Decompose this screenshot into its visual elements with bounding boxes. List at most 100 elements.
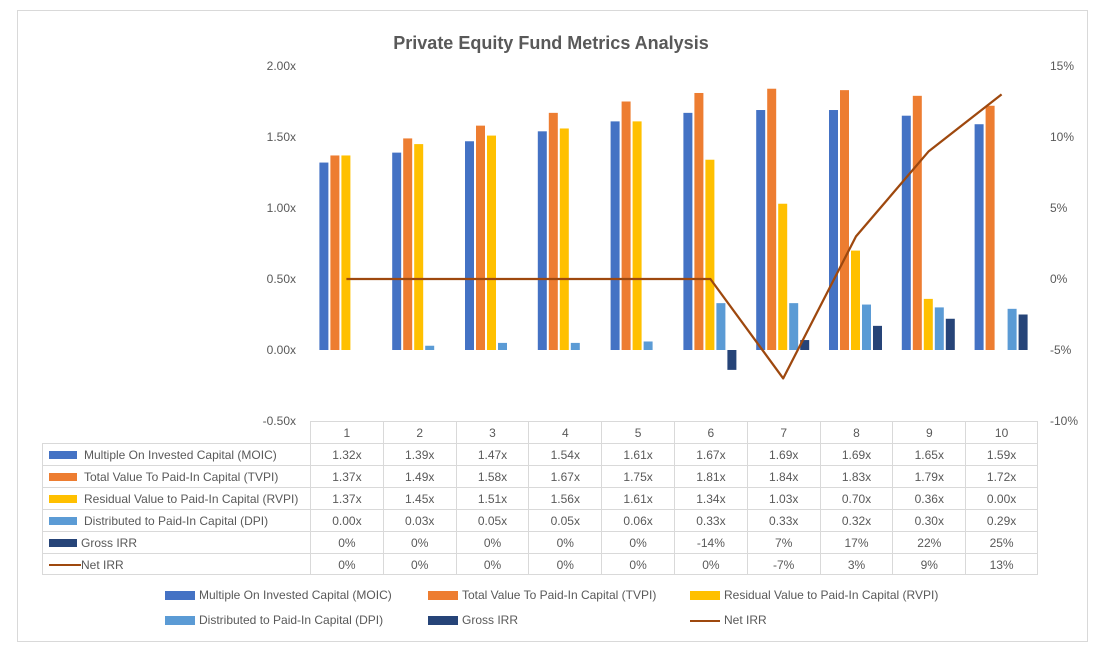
bar-total-value-to-paid-in-capital-tvpi--6 (694, 92, 704, 350)
bar-gross-irr-8 (873, 325, 882, 350)
table-cell: 1.59x (965, 443, 1038, 465)
bar-total-value-to-paid-in-capital-tvpi--4 (548, 112, 558, 350)
bar-multiple-on-invested-capital-moic--3 (465, 141, 474, 350)
table-header-cell: 9 (892, 421, 966, 443)
bar-total-value-to-paid-in-capital-tvpi--2 (403, 138, 413, 350)
left-axis-tick-label: 0.00x (267, 343, 296, 357)
table-cell: 1.79x (892, 465, 966, 487)
bar-multiple-on-invested-capital-moic--7 (756, 110, 766, 351)
table-cell: 0.33x (746, 509, 820, 531)
row-label-text: Gross IRR (81, 536, 138, 550)
bar-distributed-to-paid-in-capital-dpi--2 (425, 345, 435, 350)
bar-multiple-on-invested-capital-moic--4 (537, 131, 547, 350)
bar-total-value-to-paid-in-capital-tvpi--1 (330, 155, 340, 350)
table-cell: 1.54x (528, 443, 602, 465)
table-cell: 17% (819, 531, 893, 553)
bar-residual-value-to-paid-in-capital-rvpi--5 (632, 121, 642, 350)
bar-distributed-to-paid-in-capital-dpi--9 (934, 307, 944, 350)
table-cell: 7% (746, 531, 820, 553)
legend-swatch (690, 620, 720, 622)
bar-distributed-to-paid-in-capital-dpi--3 (498, 342, 507, 350)
table-cell: 1.37x (310, 465, 383, 487)
table-cell: 0.33x (674, 509, 747, 531)
table-cell: 1.67x (674, 443, 747, 465)
table-cell: 1.69x (819, 443, 893, 465)
table-cell: 1.72x (965, 465, 1038, 487)
row-label-text: Multiple On Invested Capital (MOIC) (84, 448, 277, 462)
bar-distributed-to-paid-in-capital-dpi--6 (716, 303, 726, 350)
bar-residual-value-to-paid-in-capital-rvpi--3 (487, 135, 496, 350)
bar-distributed-to-paid-in-capital-dpi--8 (862, 304, 871, 350)
bar-gross-irr-9 (945, 318, 955, 350)
table-cell: 1.45x (382, 487, 456, 509)
table-cell: 0% (601, 531, 674, 553)
row-label-text: Distributed to Paid-In Capital (DPI) (84, 514, 269, 528)
table-cell: 0% (601, 553, 674, 575)
table-cell: -14% (674, 531, 747, 553)
bar-multiple-on-invested-capital-moic--9 (901, 115, 911, 350)
legend-key-2 (49, 495, 77, 503)
right-axis-tick-label: -5% (1050, 343, 1072, 357)
table-row-label: Distributed to Paid-In Capital (DPI) (42, 509, 310, 531)
table-cell: 25% (965, 531, 1038, 553)
left-axis-tick-label: 0.50x (267, 272, 296, 286)
bar-total-value-to-paid-in-capital-tvpi--9 (912, 95, 922, 350)
bar-residual-value-to-paid-in-capital-rvpi--2 (414, 144, 424, 350)
net-irr-line (346, 93, 1003, 380)
table-header-cell: 4 (528, 421, 602, 443)
table-cell: 1.56x (528, 487, 602, 509)
bar-total-value-to-paid-in-capital-tvpi--8 (840, 90, 849, 350)
bar-residual-value-to-paid-in-capital-rvpi--1 (341, 155, 351, 350)
left-axis-tick-label: 1.50x (267, 130, 296, 144)
table-cell: 0.30x (892, 509, 966, 531)
bar-residual-value-to-paid-in-capital-rvpi--7 (778, 203, 788, 350)
bar-distributed-to-paid-in-capital-dpi--4 (570, 342, 580, 350)
bar-multiple-on-invested-capital-moic--1 (319, 162, 329, 350)
table-header-cell: 7 (746, 421, 820, 443)
table-cell: 1.49x (382, 465, 456, 487)
table-cell: 1.47x (455, 443, 529, 465)
table-header-cell: 10 (965, 421, 1038, 443)
bar-multiple-on-invested-capital-moic--10 (974, 124, 984, 350)
table-cell: 1.75x (601, 465, 674, 487)
table-cell: 1.81x (674, 465, 747, 487)
table-cell: 0.29x (965, 509, 1038, 531)
right-axis-tick-label: 5% (1050, 201, 1068, 215)
legend-label: Net IRR (724, 613, 767, 627)
legend-label: Gross IRR (462, 613, 519, 627)
table-header-cell: 8 (819, 421, 893, 443)
legend-swatch (690, 591, 720, 600)
bar-total-value-to-paid-in-capital-tvpi--7 (767, 88, 777, 350)
table-cell: 1.34x (674, 487, 747, 509)
row-label-text: Residual Value to Paid-In Capital (RVPI) (84, 492, 299, 506)
table-header-cell: 5 (601, 421, 674, 443)
table-row-label: Residual Value to Paid-In Capital (RVPI) (42, 487, 310, 509)
table-cell: 1.58x (455, 465, 529, 487)
table-cell: 1.32x (310, 443, 383, 465)
table-cell: 0% (455, 553, 529, 575)
bar-residual-value-to-paid-in-capital-rvpi--9 (923, 298, 933, 350)
table-cell: 0% (310, 553, 383, 575)
bar-residual-value-to-paid-in-capital-rvpi--6 (705, 159, 715, 350)
bar-total-value-to-paid-in-capital-tvpi--10 (985, 105, 995, 350)
legend-key-5 (49, 564, 81, 566)
legend-label: Multiple On Invested Capital (MOIC) (199, 588, 392, 602)
right-axis-tick-label: 15% (1050, 59, 1074, 73)
legend-key-4 (49, 539, 77, 547)
table-cell: 1.83x (819, 465, 893, 487)
table-cell: 1.65x (892, 443, 966, 465)
legend-swatch (165, 616, 195, 625)
table-row-label: Total Value To Paid-In Capital (TVPI) (42, 465, 310, 487)
legend-swatch (165, 591, 195, 600)
bar-residual-value-to-paid-in-capital-rvpi--4 (559, 128, 569, 350)
table-cell: 0.06x (601, 509, 674, 531)
legend-key-1 (49, 473, 77, 481)
table-cell: 1.51x (455, 487, 529, 509)
table-header-cell: 6 (674, 421, 747, 443)
legend-label: Residual Value to Paid-In Capital (RVPI) (724, 588, 939, 602)
table-cell: 0.70x (819, 487, 893, 509)
table-cell: 0% (455, 531, 529, 553)
bar-total-value-to-paid-in-capital-tvpi--5 (621, 101, 631, 350)
table-cell: 9% (892, 553, 966, 575)
